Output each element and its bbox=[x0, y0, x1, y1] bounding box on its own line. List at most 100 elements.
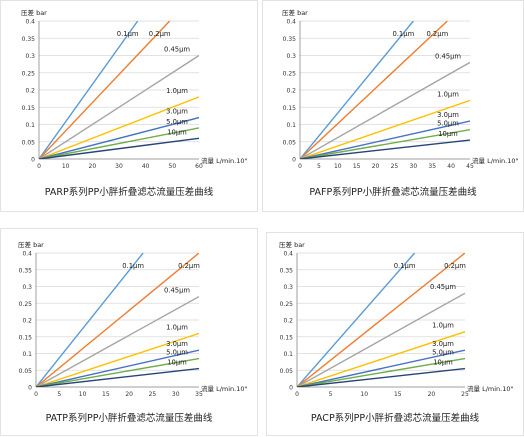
x-tick-label: 25 bbox=[391, 163, 399, 170]
series-line bbox=[39, 127, 199, 159]
x-tick-label: 30 bbox=[172, 391, 180, 398]
y-tick-label: 0.25 bbox=[19, 301, 33, 308]
y-tick-label: 0.35 bbox=[19, 267, 33, 274]
series-label: 10μm bbox=[433, 359, 453, 367]
y-tick-label: 0.4 bbox=[286, 19, 296, 26]
series-label: 3.0μm bbox=[166, 340, 188, 348]
series-line bbox=[300, 99, 470, 159]
x-tick-label: 25 bbox=[149, 391, 157, 398]
series-label: 0.45μm bbox=[164, 287, 190, 295]
x-tick-label: 0 bbox=[34, 391, 38, 398]
series-label: 1.0μm bbox=[432, 322, 454, 330]
series-group bbox=[39, 21, 199, 159]
series-label: 5.0μm bbox=[166, 349, 188, 357]
series-line bbox=[300, 21, 414, 159]
series-line bbox=[300, 120, 470, 159]
series-label: 0.2μm bbox=[149, 30, 171, 38]
y-tick-label: 0.05 bbox=[283, 139, 297, 146]
chart-panel-parp: 0 0.05 0.1 0.15 0.2 0.25 0.3 0.35 0.4 0 10 20 30 40 50… bbox=[0, 0, 258, 212]
chart-svg: 0 0.05 0.1 0.15 0.2 0.25 0.3 0.35 0.4 0 5 10 15 20 25 压… bbox=[279, 240, 513, 398]
x-tick-label: 30 bbox=[410, 163, 418, 170]
x-axis-title: 流量 L/min.10" bbox=[201, 384, 247, 393]
x-tick-label: 10 bbox=[360, 391, 368, 398]
chart-panel-pafp: 0 0.05 0.1 0.15 0.2 0.25 0.3 0.35 0.4 0 5 10 15 20 25 3… bbox=[262, 0, 524, 212]
series-label: 5.0μm bbox=[432, 349, 454, 357]
y-tick-label: 0.05 bbox=[280, 368, 294, 375]
y-tick-label: 0.25 bbox=[22, 70, 36, 77]
series-line bbox=[300, 128, 470, 159]
y-axis-title: 压差 bar bbox=[21, 8, 47, 17]
series-line bbox=[297, 357, 465, 387]
series-label: 1.0μm bbox=[437, 90, 459, 98]
chart-caption: PARP系列PP小胖折叠滤芯流量压差曲线 bbox=[44, 187, 214, 198]
y-tick-label: 0.25 bbox=[280, 301, 294, 308]
series-label: 0.1μm bbox=[394, 262, 416, 270]
x-tick-label: 10 bbox=[62, 163, 70, 170]
chart-svg: 0 0.05 0.1 0.15 0.2 0.25 0.3 0.35 0.4 0 5 10 15 20 25 3… bbox=[282, 8, 518, 170]
y-tick-label: 0.35 bbox=[22, 36, 36, 43]
series-group bbox=[297, 253, 465, 387]
x-tick-label: 40 bbox=[447, 163, 455, 170]
x-tick-label: 0 bbox=[298, 163, 302, 170]
y-tick-label: 0.2 bbox=[22, 318, 32, 325]
y-tick-label: 0.05 bbox=[22, 139, 36, 146]
y-tick-label: 0.35 bbox=[283, 36, 297, 43]
x-tick-label: 10 bbox=[79, 391, 87, 398]
x-tick-label: 5 bbox=[329, 391, 333, 398]
y-tick-label: 0.2 bbox=[286, 88, 296, 95]
series-line bbox=[297, 253, 465, 387]
series-label: 0.45μm bbox=[430, 283, 456, 291]
series-group bbox=[36, 253, 199, 387]
x-tick-label: 60 bbox=[195, 163, 203, 170]
x-tick-label: 5 bbox=[317, 163, 321, 170]
y-axis-title: 压差 bar bbox=[279, 240, 305, 249]
series-line bbox=[36, 367, 199, 387]
x-tick-label: 0 bbox=[295, 391, 299, 398]
y-tick-label: 0.1 bbox=[22, 351, 32, 358]
y-tick-label: 0.15 bbox=[22, 105, 36, 112]
series-label: 3.0μm bbox=[166, 108, 188, 116]
chart-svg: 0 0.05 0.1 0.15 0.2 0.25 0.3 0.35 0.4 0 5 10 15 20 25 3… bbox=[18, 240, 247, 398]
series-line bbox=[39, 116, 199, 159]
series-line bbox=[300, 21, 448, 159]
y-tick-label: 0.25 bbox=[283, 70, 297, 77]
series-line bbox=[36, 357, 199, 387]
series-label: 0.2μm bbox=[178, 262, 200, 270]
series-line bbox=[36, 332, 199, 387]
series-label: 5.0μm bbox=[166, 118, 188, 126]
y-tick-label: 0.1 bbox=[25, 122, 35, 129]
x-tick-label: 35 bbox=[428, 163, 436, 170]
series-label: 10μm bbox=[167, 359, 187, 367]
y-tick-label: 0 bbox=[28, 385, 32, 392]
y-tick-label: 0 bbox=[292, 157, 296, 164]
y-tick-label: 0 bbox=[31, 157, 35, 164]
x-tick-label: 5 bbox=[57, 391, 61, 398]
x-axis-title: 流量 L/min.10" bbox=[201, 156, 247, 165]
x-tick-label: 40 bbox=[142, 163, 150, 170]
y-tick-label: 0.4 bbox=[22, 251, 32, 258]
x-tick-label: 30 bbox=[115, 163, 123, 170]
series-line bbox=[297, 349, 465, 387]
x-tick-label: 25 bbox=[461, 391, 469, 398]
series-line bbox=[300, 139, 470, 159]
chart-panel-patp: 0 0.05 0.1 0.15 0.2 0.25 0.3 0.35 0.4 0 5 10 15 20 25 3… bbox=[0, 228, 258, 436]
x-tick-label: 10 bbox=[334, 163, 342, 170]
series-line bbox=[36, 253, 199, 387]
series-label: 0.1μm bbox=[117, 30, 139, 38]
y-tick-label: 0.4 bbox=[283, 251, 293, 258]
series-line bbox=[300, 61, 470, 159]
series-line bbox=[297, 331, 465, 387]
series-label: 1.0μm bbox=[166, 323, 188, 331]
y-tick-label: 0.35 bbox=[280, 267, 294, 274]
series-label: 0.1μm bbox=[392, 30, 414, 38]
y-tick-label: 0.2 bbox=[283, 318, 293, 325]
x-tick-label: 45 bbox=[466, 163, 474, 170]
x-tick-label: 20 bbox=[372, 163, 380, 170]
y-tick-label: 0.3 bbox=[22, 284, 32, 291]
series-label: 0.1μm bbox=[122, 262, 144, 270]
y-tick-label: 0.15 bbox=[19, 334, 33, 341]
series-line bbox=[39, 137, 199, 159]
y-tick-label: 0.2 bbox=[25, 88, 35, 95]
x-tick-label: 35 bbox=[195, 391, 203, 398]
series-line bbox=[39, 96, 199, 159]
